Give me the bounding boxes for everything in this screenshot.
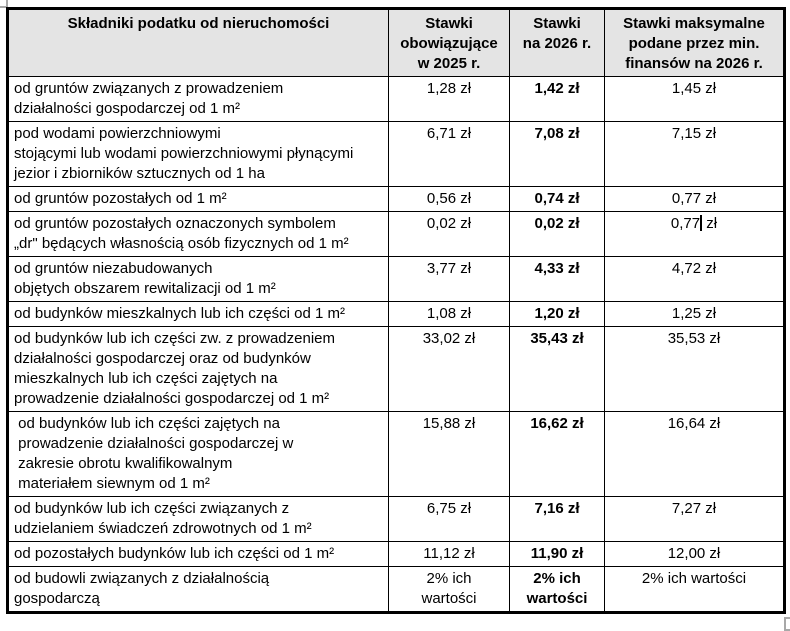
- rate-2025-cell[interactable]: 11,12 zł: [388, 541, 510, 567]
- table-row: od budynków mieszkalnych lub ich części …: [7, 301, 785, 327]
- header-tax-components[interactable]: Składniki podatku od nieruchomości: [7, 8, 389, 77]
- rate-2026-cell[interactable]: 2% ich wartości: [509, 566, 605, 613]
- rate-2026-cell[interactable]: 4,33 zł: [509, 256, 605, 302]
- rate-2025-cell[interactable]: 2% ich wartości: [388, 566, 510, 613]
- table-move-handle[interactable]: [0, 0, 8, 8]
- rate-2025-cell[interactable]: 1,28 zł: [388, 76, 510, 122]
- header-rates-2026[interactable]: Stawki na 2026 r.: [509, 8, 605, 77]
- rate-max-cell[interactable]: 4,72 zł: [604, 256, 785, 302]
- row-label-cell[interactable]: od gruntów pozostałych oznaczonych symbo…: [7, 211, 389, 257]
- rate-2026-cell[interactable]: 11,90 zł: [509, 541, 605, 567]
- rate-max-cell[interactable]: 0,77 zł: [604, 211, 785, 257]
- row-label-cell[interactable]: od budowli związanych z działalnością go…: [7, 566, 389, 613]
- rate-2025-cell[interactable]: 15,88 zł: [388, 411, 510, 497]
- rate-max-cell[interactable]: 1,25 zł: [604, 301, 785, 327]
- rate-2025-cell[interactable]: 0,56 zł: [388, 186, 510, 212]
- rate-max-cell[interactable]: 35,53 zł: [604, 326, 785, 412]
- table-resize-handle[interactable]: [784, 617, 790, 631]
- rate-2025-cell[interactable]: 0,02 zł: [388, 211, 510, 257]
- header-rates-max-2026[interactable]: Stawki maksymalne podane przez min. fina…: [604, 8, 785, 77]
- rate-2026-cell[interactable]: 0,02 zł: [509, 211, 605, 257]
- rate-2025-cell[interactable]: 6,71 zł: [388, 121, 510, 187]
- row-label-cell[interactable]: od gruntów niezabudowanych objętych obsz…: [7, 256, 389, 302]
- rate-max-cell[interactable]: 16,64 zł: [604, 411, 785, 497]
- row-label-cell[interactable]: od budynków lub ich części zw. z prowadz…: [7, 326, 389, 412]
- rate-2026-cell[interactable]: 1,42 zł: [509, 76, 605, 122]
- table-body: od gruntów związanych z prowadzeniem dzi…: [7, 76, 785, 613]
- header-rates-2025[interactable]: Stawki obowiązujące w 2025 r.: [388, 8, 510, 77]
- row-label-cell[interactable]: od gruntów pozostałych od 1 m²: [7, 186, 389, 212]
- rate-max-cell[interactable]: 2% ich wartości: [604, 566, 785, 613]
- rate-max-cell[interactable]: 12,00 zł: [604, 541, 785, 567]
- table-row: od budynków lub ich części związanych z …: [7, 496, 785, 542]
- table-row: od gruntów pozostałych oznaczonych symbo…: [7, 211, 785, 257]
- row-label-cell[interactable]: od budynków mieszkalnych lub ich części …: [7, 301, 389, 327]
- rate-2025-cell[interactable]: 3,77 zł: [388, 256, 510, 302]
- rate-2026-cell[interactable]: 35,43 zł: [509, 326, 605, 412]
- row-label-cell[interactable]: pod wodami powierzchniowymi stojącymi lu…: [7, 121, 389, 187]
- rate-2026-cell[interactable]: 7,16 zł: [509, 496, 605, 542]
- rate-2026-cell[interactable]: 16,62 zł: [509, 411, 605, 497]
- rate-2026-cell[interactable]: 7,08 zł: [509, 121, 605, 187]
- table-row: od budynków lub ich części zw. z prowadz…: [7, 326, 785, 412]
- header-row: Składniki podatku od nieruchomości Stawk…: [7, 8, 785, 77]
- table-row: od gruntów niezabudowanych objętych obsz…: [7, 256, 785, 302]
- table-row: od gruntów związanych z prowadzeniem dzi…: [7, 76, 785, 122]
- rate-max-cell[interactable]: 7,27 zł: [604, 496, 785, 542]
- rate-2025-cell[interactable]: 1,08 zł: [388, 301, 510, 327]
- row-label-cell[interactable]: od budynków lub ich części związanych z …: [7, 496, 389, 542]
- table-row: od budowli związanych z działalnością go…: [7, 566, 785, 613]
- table-row: od pozostałych budynków lub ich części o…: [7, 541, 785, 567]
- rate-max-cell[interactable]: 7,15 zł: [604, 121, 785, 187]
- row-label-cell[interactable]: od gruntów związanych z prowadzeniem dzi…: [7, 76, 389, 122]
- text-cursor: [700, 215, 703, 231]
- property-tax-rates-table: Składniki podatku od nieruchomości Stawk…: [6, 7, 786, 614]
- rate-2025-cell[interactable]: 6,75 zł: [388, 496, 510, 542]
- table-row: od budynków lub ich części zajętych na p…: [7, 411, 785, 497]
- table-row: od gruntów pozostałych od 1 m² 0,56 zł 0,7…: [7, 186, 785, 212]
- rate-2026-cell[interactable]: 1,20 zł: [509, 301, 605, 327]
- row-label-cell[interactable]: od budynków lub ich części zajętych na p…: [7, 411, 389, 497]
- rate-2025-cell[interactable]: 33,02 zł: [388, 326, 510, 412]
- row-label-cell[interactable]: od pozostałych budynków lub ich części o…: [7, 541, 389, 567]
- table-row: pod wodami powierzchniowymi stojącymi lu…: [7, 121, 785, 187]
- rate-2026-cell[interactable]: 0,74 zł: [509, 186, 605, 212]
- rate-max-cell[interactable]: 1,45 zł: [604, 76, 785, 122]
- rate-max-cell[interactable]: 0,77 zł: [604, 186, 785, 212]
